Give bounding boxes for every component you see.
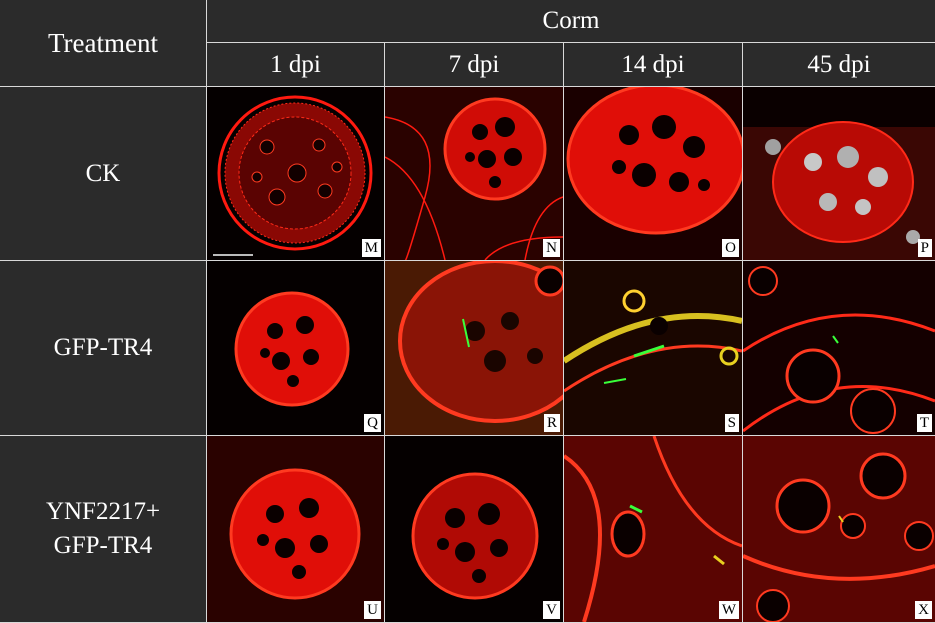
micrograph-panel-r: R (385, 261, 564, 436)
micrograph-image (385, 87, 563, 260)
panel-label: M (361, 239, 381, 257)
panel-label: U (364, 601, 381, 619)
panel-label: X (915, 601, 932, 619)
micrograph-image (234, 291, 350, 407)
micrograph-image (564, 436, 742, 622)
timepoint-1dpi-header: 1 dpi (207, 43, 385, 87)
timepoint-45dpi-header: 45 dpi (743, 43, 935, 87)
panel-label: R (543, 414, 560, 432)
micrograph-panel-w: W (564, 436, 743, 623)
micrograph-panel-x: X (743, 436, 935, 623)
row-label-ck: CK (0, 87, 207, 261)
micrograph-panel-n: N (385, 87, 564, 261)
row-label-ynf2217-gfp-tr4: YNF2217+ GFP-TR4 (0, 436, 207, 623)
micrograph-panel-t: T (743, 261, 935, 436)
row-label-line1: YNF2217+ (45, 498, 161, 525)
micrograph-panel-m: M (207, 87, 385, 261)
micrograph-panel-q: Q (207, 261, 385, 436)
row-label-line2: GFP-TR4 (53, 532, 153, 559)
micrograph-image (385, 261, 563, 435)
panel-label: P (917, 239, 932, 257)
micrograph-panel-p: P (743, 87, 935, 261)
micrograph-panel-o: O (564, 87, 743, 261)
micrograph-image (564, 87, 742, 260)
micrograph-panel-v: V (385, 436, 564, 623)
panel-label: O (722, 239, 739, 257)
micrograph-image (743, 436, 935, 622)
panel-label: V (543, 601, 560, 619)
micrograph-image (743, 87, 935, 260)
timepoint-7dpi-header: 7 dpi (385, 43, 564, 87)
micrograph-image (411, 472, 539, 600)
panel-label: S (724, 414, 739, 432)
panel-label: W (718, 601, 739, 619)
timepoint-14dpi-header: 14 dpi (564, 43, 743, 87)
micrograph-image (207, 436, 384, 622)
micrograph-image (564, 261, 742, 435)
panel-label: N (543, 239, 560, 257)
treatment-header: Treatment (0, 0, 207, 87)
row-label-gfp-tr4: GFP-TR4 (0, 261, 207, 436)
micrograph-panel-u: U (207, 436, 385, 623)
scale-bar (213, 254, 253, 256)
micrograph-image (217, 95, 373, 251)
corm-header: Corm (207, 0, 935, 43)
panel-label: T (916, 414, 932, 432)
micrograph-panel-s: S (564, 261, 743, 436)
micrograph-image (743, 261, 935, 435)
panel-label: Q (364, 414, 381, 432)
